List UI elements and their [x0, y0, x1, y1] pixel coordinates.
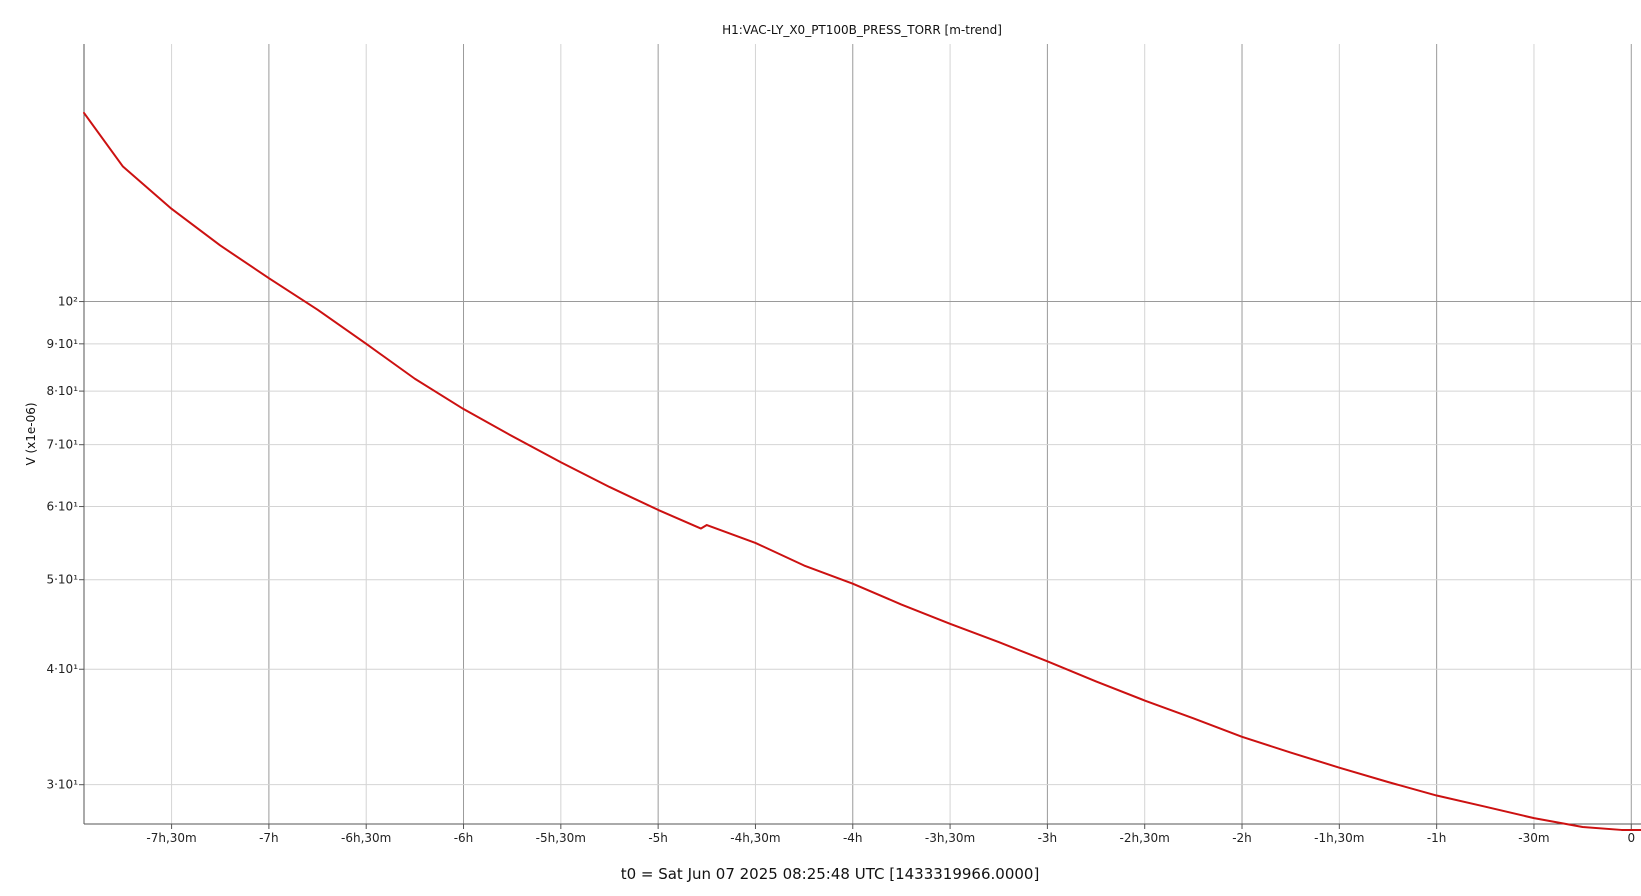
y-axis-label: V (x1e-06) [24, 402, 38, 465]
grid-lines [84, 44, 1641, 824]
y-tick-label: 8·10¹ [46, 384, 78, 398]
y-tick-labels: 10² 9·10¹ 8·10¹ 7·10¹ 6·10¹ 5·10¹ 4·10¹ 3·10¹ [46, 295, 84, 792]
x-axis-label: t0 = Sat Jun 07 2025 08:25:48 UTC [14333… [621, 865, 1040, 883]
x-tick-label: -5h,30m [536, 831, 586, 845]
y-tick-label: 3·10¹ [46, 778, 78, 792]
x-tick-label: -5h [648, 831, 668, 845]
x-tick-label: -30m [1518, 831, 1549, 845]
y-tick-label: 6·10¹ [46, 500, 78, 514]
x-tick-label: -7h [259, 831, 279, 845]
x-tick-label: -4h [843, 831, 863, 845]
x-tick-label: -2h,30m [1120, 831, 1170, 845]
y-tick-label: 4·10¹ [46, 662, 78, 676]
x-tick-label: -4h,30m [730, 831, 780, 845]
series-line-0 [83, 111, 1641, 831]
y-tick-label: 9·10¹ [46, 337, 78, 351]
x-tick-label: -3h [1038, 831, 1058, 845]
x-tick-label: -6h [454, 831, 474, 845]
x-tick-label: -6h,30m [341, 831, 391, 845]
y-tick-label: 7·10¹ [46, 438, 78, 452]
x-tick-label: -1h [1427, 831, 1447, 845]
x-tick-label: -7h,30m [146, 831, 196, 845]
x-tick-label: -1h,30m [1314, 831, 1364, 845]
axes [83, 44, 1641, 825]
y-tick-label: 10² [58, 295, 78, 309]
x-tick-label: 0 [1627, 831, 1635, 845]
x-tick-label: -2h [1232, 831, 1252, 845]
x-tick-label: -3h,30m [925, 831, 975, 845]
x-tick-labels: -7h,30m -7h -6h,30m -6h -5h,30m -5h -4h,30m -4h… [146, 824, 1635, 845]
series-layer [83, 111, 1641, 831]
y-tick-label: 5·10¹ [46, 573, 78, 587]
chart-title: H1:VAC-LY_X0_PT100B_PRESS_TORR [m-trend] [722, 23, 1002, 37]
